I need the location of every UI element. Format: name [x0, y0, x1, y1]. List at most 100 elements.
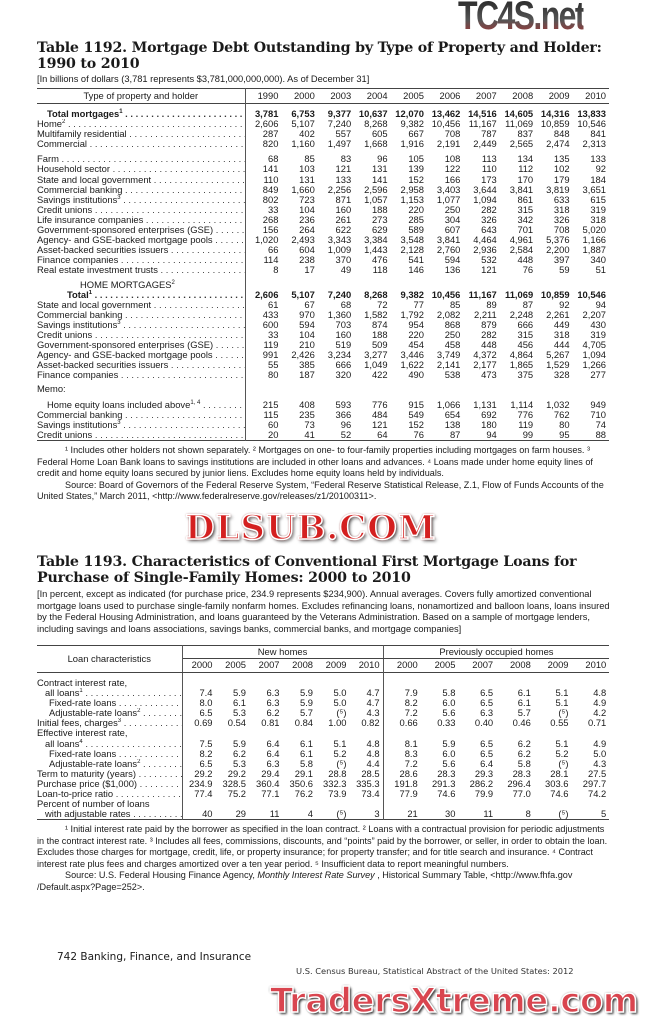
value-cell: 3,234 [327, 350, 352, 361]
row-label: Household sector . . . . . . . . . . . .… [37, 164, 246, 175]
footnote-ref: 3 [117, 319, 121, 326]
value-cell: 28.8 [328, 768, 347, 779]
value-cell: 0.81 [261, 718, 280, 729]
label-text: all loans [45, 738, 80, 749]
value-cell: 5.8 [299, 758, 313, 769]
table-row: Life insurance companies . . . . . . . .… [37, 214, 609, 226]
value-cell: 59 [559, 265, 570, 276]
value-cell: 6.5 [480, 738, 494, 749]
label-text: Initial fees, charges [37, 718, 118, 729]
table-row: Commercial banking . . . . . . . . . . .… [37, 184, 609, 195]
value-cell: 2,177 [473, 360, 497, 371]
row-label: with adjustable rates . . . . . . . . . … [37, 809, 183, 820]
label-text: Finance companies [37, 255, 119, 266]
table-1192: Type of property and holder 1990 2000 2003 2… [37, 88, 609, 441]
section-heading-row: Memo: [37, 380, 609, 395]
value-cell: 2,958 [400, 184, 424, 195]
value-cell: 1,066 [436, 398, 461, 410]
value-cell: 2,211 [474, 309, 497, 320]
table-row: Effective interest rate, [37, 728, 609, 739]
footnote-ref: 1 [119, 109, 123, 115]
value-cell: 0.46 [512, 718, 531, 729]
value-cell: 5,376 [546, 235, 570, 246]
value-cell: 77.0 [512, 789, 531, 800]
value-cell: 6.4 [266, 738, 280, 749]
value-cell: 6.3 [266, 688, 280, 699]
value-cell: 643 [481, 225, 497, 236]
value-cell: 118 [372, 265, 388, 276]
value-cell [534, 728, 572, 738]
year-header: 2005 [434, 659, 456, 671]
value-cell: 10,859 [540, 119, 570, 130]
leader-dots: . . . . . . . . . . . . . . . . . . . . … [123, 194, 244, 205]
value-cell: 139 [408, 164, 424, 175]
value-cell: 80 [559, 419, 570, 430]
value-cell: 2,248 [509, 309, 534, 320]
row-label: Credit unions . . . . . . . . . . . . . … [37, 429, 246, 441]
value-cell: 2,565 [509, 139, 534, 150]
leader-dots: . . . . . . . . . . . . . . . . . . . . … [215, 225, 245, 236]
value-cell: 879 [481, 319, 497, 330]
table-row: Household sector . . . . . . . . . . . .… [37, 164, 609, 175]
row-label: Credit unions . . . . . . . . . . . . . … [37, 329, 246, 341]
leader-dots: . . . . . . . . . . . . . . . . . . . . … [120, 255, 244, 266]
value-cell: 4.8 [593, 688, 607, 699]
value-cell: 318 [553, 329, 570, 340]
value-cell: 89 [486, 299, 497, 310]
footnote-ref: 1 [88, 289, 93, 296]
value-cell: 949 [590, 398, 606, 410]
row-label: Savings institutions3 . . . . . . . . . … [37, 194, 246, 205]
value-cell [182, 728, 216, 738]
value-cell: 0.71 [588, 718, 607, 729]
value-cell: 820 [262, 139, 279, 150]
leader-dots: . . . . . . . . . . . . . . . . . . . . … [125, 409, 244, 420]
value-cell: 72 [377, 299, 388, 310]
value-cell: 5.2 [333, 748, 347, 759]
value-cell: 3,548 [400, 235, 424, 246]
value-cell: 2,596 [364, 184, 388, 195]
value-cell: 29.4 [261, 768, 280, 779]
value-cell [458, 799, 496, 809]
value-cell: 119 [518, 419, 534, 430]
year-header: 2010 [585, 89, 606, 101]
value-cell: 444 [553, 340, 570, 351]
leader-dots: . . . . . . . . . . . . . . . . . . . . … [112, 164, 244, 175]
value-cell: 703 [335, 319, 352, 330]
footnote-ref: 4 [79, 738, 83, 745]
value-cell: 29.2 [194, 768, 213, 779]
value-cell: 74.6 [437, 789, 456, 800]
value-cell: 2,261 [546, 309, 570, 320]
row-label: Asset-backed securities issuers . . . . … [37, 245, 246, 256]
value-cell: 68 [267, 153, 279, 165]
value-cell: 33 [267, 329, 279, 340]
value-cell: 3,403 [436, 184, 461, 195]
value-cell: 121 [481, 265, 497, 276]
row-label: Multifamily residential . . . . . . . . … [37, 129, 246, 140]
value-cell: 264 [299, 225, 315, 236]
leader-dots: . . . . . . . . . . . . . . . . . . . . … [94, 329, 244, 340]
value-cell: 7.5 [199, 738, 213, 749]
value-cell [496, 673, 534, 689]
value-cell: 136 [444, 265, 461, 276]
table-row: Credit unions . . . . . . . . . . . . . … [37, 429, 609, 441]
footnote-ref: 2 [137, 758, 141, 765]
table-row: Multifamily residential . . . . . . . . … [37, 129, 609, 140]
value-cell: 1,153 [400, 194, 424, 205]
value-cell: 5.7 [299, 708, 313, 719]
value-cell: 2,449 [473, 139, 497, 150]
value-cell: 73 [304, 419, 315, 430]
value-cell: 87 [449, 429, 461, 440]
value-cell: 220 [408, 329, 424, 340]
value-cell: 1,529 [546, 360, 570, 371]
value-cell: 4.9 [593, 738, 607, 749]
value-cell [458, 673, 496, 689]
label-text: Savings institutions [37, 419, 118, 430]
table-1193-footnotes: ¹ Initial interest rate paid by the borr… [37, 824, 612, 894]
year-header: 2008 [512, 89, 534, 101]
value-cell: 708 [553, 225, 570, 236]
value-cell: 6.2 [517, 748, 531, 759]
value-cell: 75.2 [227, 789, 246, 800]
value-cell: 277 [590, 370, 606, 381]
value-cell: 328.5 [222, 778, 246, 789]
leader-dots: . . . . . . . . . . . . . . . . . . . . … [94, 204, 244, 215]
